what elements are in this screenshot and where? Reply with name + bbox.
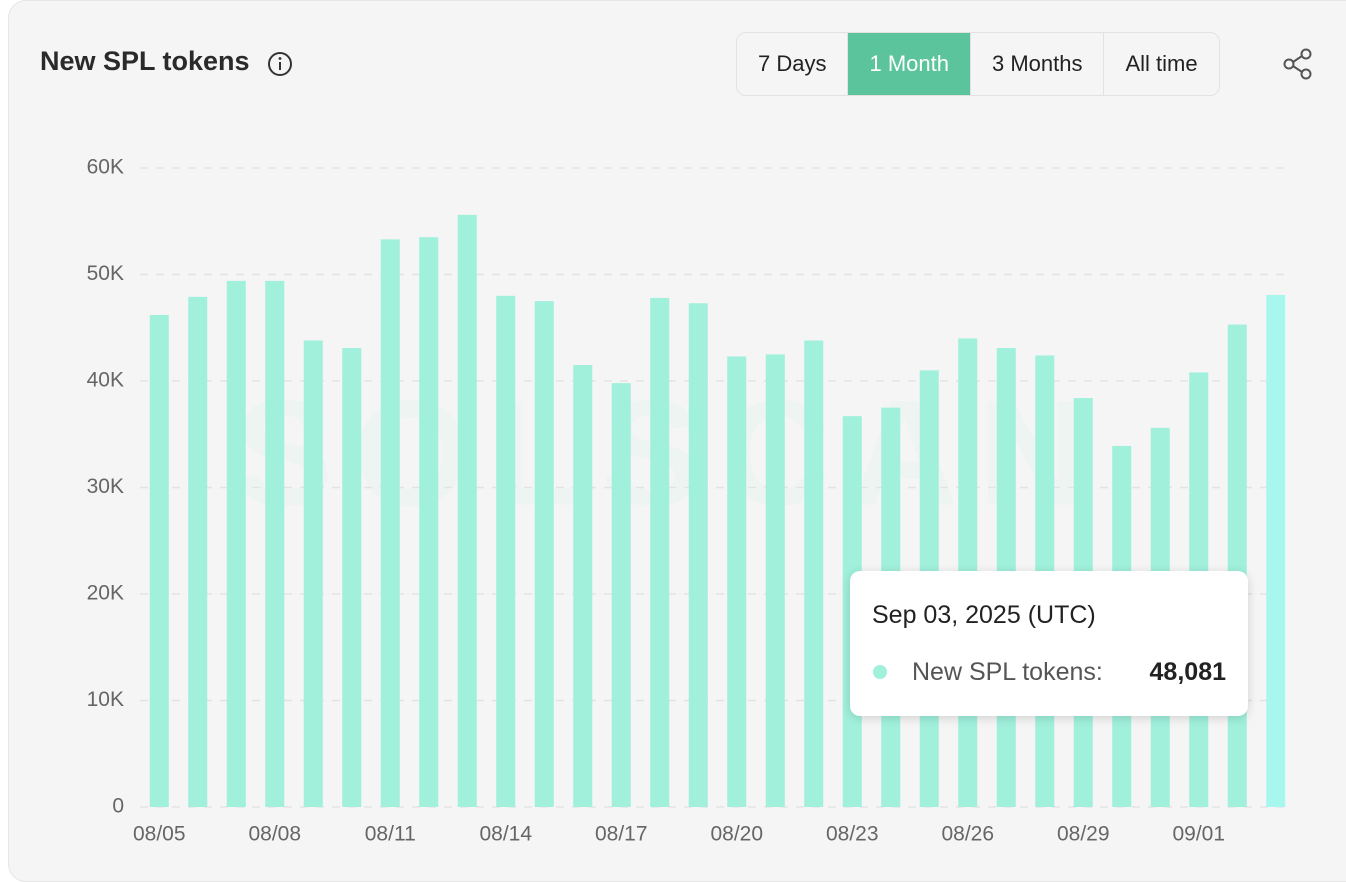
bar [650,297,670,807]
bar [611,383,631,807]
bar [226,280,246,807]
x-tick-label: 08/05 [133,823,186,846]
bar [303,340,323,807]
bar [804,340,824,807]
y-tick-label: 30K [87,475,124,498]
bar [688,303,708,807]
range-button[interactable]: 1 Month [847,33,970,95]
x-tick-label: 08/14 [479,823,532,846]
x-tick-label: 08/26 [941,823,994,846]
y-tick-label: 50K [87,262,124,285]
x-tick-label: 08/29 [1057,823,1110,846]
x-tick-label: 09/01 [1172,823,1225,846]
bar [1227,324,1247,807]
bar [342,347,362,807]
bar [727,356,747,807]
range-button[interactable]: 3 Months [969,33,1104,95]
tooltip-dot [873,665,887,679]
info-icon[interactable] [267,51,293,77]
bar [765,354,785,807]
y-tick-label: 20K [87,582,124,605]
x-tick-label: 08/23 [826,823,879,846]
bar [534,301,554,807]
share-icon[interactable] [1282,48,1314,80]
range-selector: 7 Days 1 Month 3 Months All time [736,32,1220,96]
bar [419,237,439,808]
range-button[interactable]: All time [1103,33,1218,95]
range-button[interactable]: 7 Days [758,51,827,76]
y-tick-label: 40K [87,369,124,392]
bar [188,296,208,807]
bar [380,239,400,808]
tooltip: Sep 03, 2025 (UTC) New SPL tokens: 48,08… [850,571,1248,716]
bar [496,295,516,807]
y-tick-label: 10K [87,688,124,711]
bar [457,214,477,808]
bar [265,280,285,807]
x-tick-label: 08/17 [595,823,648,846]
tooltip-label: New SPL tokens: [912,658,1103,686]
y-tick-label: 60K [87,156,124,179]
x-tick-label: 08/11 [365,823,416,846]
bar [1266,294,1286,807]
bar [573,365,593,807]
x-tick-label: 08/20 [710,823,763,846]
tooltip-title: Sep 03, 2025 (UTC) [872,601,1096,629]
bar [149,314,169,807]
card-title: New SPL tokens [40,46,250,76]
y-tick-label: 0 [112,795,124,818]
tooltip-value: 48,081 [1149,658,1226,686]
x-tick-label: 08/08 [248,823,301,846]
